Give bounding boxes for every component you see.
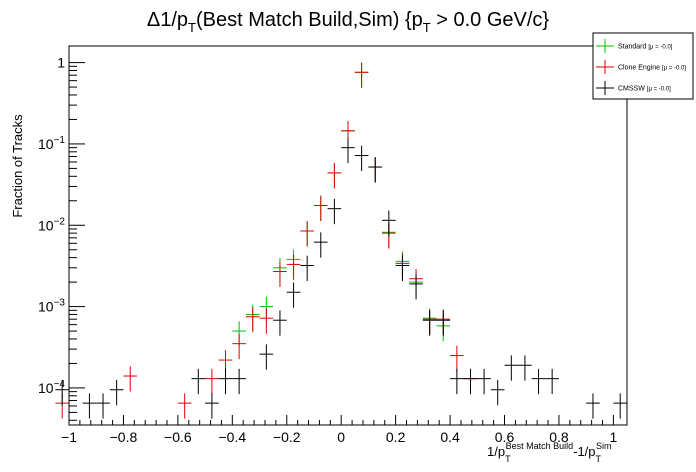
legend-entry-standard: Standard [μ = -0.0] [596,39,673,53]
data-point [368,157,383,183]
data-point [259,344,274,370]
legend-entry-cmssw: CMSSW [μ = -0.0] [596,81,671,95]
y-tick-label: 10−1 [38,135,65,152]
x-axis: −1 −0.8 −0.6 −0.4 −0.2 0 0.2 0.4 0.6 0.8 1 [61,415,617,445]
data-point [613,393,627,419]
data-point [313,232,328,258]
data-point [313,195,328,221]
data-point [123,366,138,392]
x-tick-label: 0.8 [549,429,569,445]
data-point [422,310,437,336]
x-tick-label: 1 [609,429,617,445]
legend-label: Standard [μ = -0.0] [618,44,673,51]
y-tick-label: 10−3 [38,298,65,315]
series-cmssw [55,137,627,419]
y-tick-label: 10−4 [38,379,65,396]
data-point [286,254,301,280]
data-point [96,393,110,419]
data-point [409,274,423,300]
data-point [218,368,233,395]
y-axis-title: Fraction of Tracks [10,114,25,218]
data-point [82,393,97,419]
x-tick-label: 0.6 [495,429,515,445]
chart-title: Δ1/pT(Best Match Build,Sim) {pT > 0.0 Ge… [147,9,550,35]
x-tick-label: −0.8 [110,429,138,445]
data-point [327,163,342,189]
x-tick-label: 0 [337,429,345,445]
x-tick-label: −0.6 [164,429,192,445]
data-point [273,310,287,336]
data-point [450,368,464,395]
data-point [205,368,219,395]
data-point [286,282,301,308]
data-point [300,221,314,247]
data-point [341,137,355,164]
legend-entry-clone-engine: Clone Engine [μ = -0.0] [596,60,686,74]
y-tick-label: 1 [57,55,65,71]
data-point [327,198,342,225]
data-point [273,261,287,287]
plot-area-border [68,45,628,426]
data-point [109,379,124,406]
data-point [354,62,369,88]
data-point [504,355,519,381]
data-point [191,368,206,395]
x-tick-label: 0.4 [440,429,460,445]
x-tick-label: −0.4 [218,429,246,445]
data-point [300,255,314,281]
x-tick-label: −0.2 [273,429,301,445]
data-point [490,379,505,406]
data-point [55,379,69,406]
x-tick-label: −1 [61,429,77,445]
data-point [518,355,532,381]
data-point [545,368,559,395]
data-series [55,62,627,419]
data-point [232,368,246,395]
x-axis-title: 1/pTBest Match Build-1/pTSim [487,441,612,464]
data-point [586,393,600,419]
y-tick-label: 10−2 [38,216,65,233]
x-tick-label: 0.2 [386,429,406,445]
data-point [531,368,546,395]
data-point [477,368,491,395]
data-point [382,210,396,236]
data-point [205,393,219,419]
legend-label: Clone Engine [μ = -0.0] [618,65,686,72]
data-point [436,310,451,336]
plot-frame [68,45,628,426]
data-point [463,368,478,395]
data-point [395,255,410,281]
data-point [177,393,192,419]
data-point [354,145,369,172]
legend: Standard [μ = -0.0] Clone Engine [μ = -0.… [592,32,694,100]
data-point [450,345,464,372]
legend-label: CMSSW [μ = -0.0] [618,86,671,93]
y-axis: 1 10−1 10−2 10−3 10−4 [38,55,85,421]
data-point [259,308,274,334]
data-point [232,333,246,360]
data-point [245,306,260,333]
